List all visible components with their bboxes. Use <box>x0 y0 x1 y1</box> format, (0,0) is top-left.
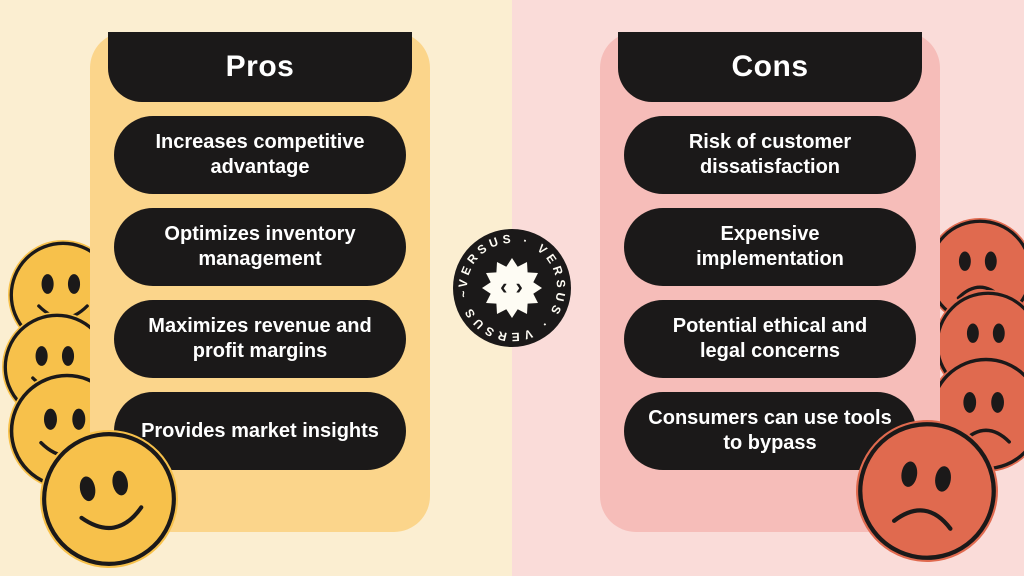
pros-item: Increases competitive advantage <box>114 116 406 194</box>
cons-item: Risk of customer dissatisfaction <box>624 116 916 194</box>
versus-core-icon: ‹ › <box>481 257 543 319</box>
pros-item-text: Increases competitive advantage <box>138 130 382 180</box>
cons-item: Potential ethical and legal concerns <box>624 300 916 378</box>
pros-title: Pros <box>226 50 295 84</box>
smiley-icon <box>29 419 189 576</box>
pros-item-text: Provides market insights <box>141 419 379 444</box>
cons-item-text: Potential ethical and legal concerns <box>648 314 892 364</box>
svg-text:‹ ›: ‹ › <box>500 274 524 299</box>
cons-item-text: Consumers can use tools to bypass <box>648 406 892 456</box>
cons-item-text: Expensive implementation <box>648 222 892 272</box>
pros-item: Maximizes revenue and profit margins <box>114 300 406 378</box>
pros-item: Optimizes inventory management <box>114 208 406 286</box>
pros-header: Pros <box>108 32 412 102</box>
pros-item-text: Maximizes revenue and profit margins <box>138 314 382 364</box>
cons-title: Cons <box>732 50 809 84</box>
cons-header: Cons <box>618 32 922 102</box>
cons-item-text: Risk of customer dissatisfaction <box>648 130 892 180</box>
cons-item: Expensive implementation <box>624 208 916 286</box>
pros-item-text: Optimizes inventory management <box>138 222 382 272</box>
infographic-canvas: Pros Increases competitive advantage Opt… <box>0 0 1024 576</box>
versus-badge: VERSUS · VERSUS · VERSUS ~ ‹ › <box>453 229 571 347</box>
sad-face-icon <box>847 411 1007 571</box>
